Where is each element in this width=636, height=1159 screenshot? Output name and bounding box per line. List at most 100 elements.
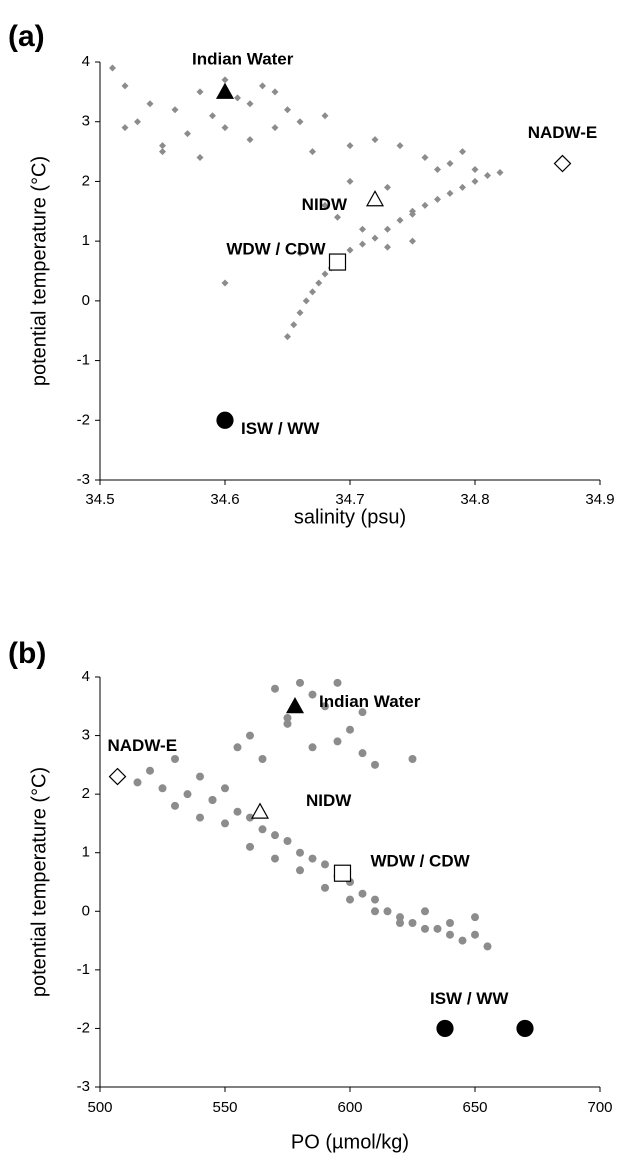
scatter-point xyxy=(121,124,129,132)
end-member-marker xyxy=(215,82,235,99)
scatter-point xyxy=(296,249,304,257)
end-member-marker xyxy=(553,154,572,173)
y-tick-label: 4 xyxy=(82,53,90,70)
scatter-point xyxy=(384,243,391,251)
scatter-point xyxy=(321,860,329,869)
scatter-point xyxy=(258,755,267,763)
scatter-point xyxy=(184,130,191,138)
x-tick-label: 34.6 xyxy=(210,491,239,508)
scatter-point xyxy=(290,321,298,329)
scatter-point xyxy=(371,895,379,904)
scatter-point xyxy=(421,201,429,209)
scatter-point xyxy=(359,240,366,248)
y-tick-label: 0 xyxy=(82,292,90,309)
end-member-label: Indian Water xyxy=(192,49,294,68)
scatter-point xyxy=(321,883,329,892)
scatter-point xyxy=(384,183,391,191)
scatter-point xyxy=(246,100,254,108)
scatter-point xyxy=(346,246,354,254)
y-tick-label: 3 xyxy=(82,113,90,130)
scatter-point xyxy=(296,848,304,857)
scatter-point xyxy=(296,309,304,317)
y-tick-label: -2 xyxy=(77,1019,90,1036)
scatter-point xyxy=(133,778,142,787)
scatter-point xyxy=(396,919,404,927)
scatter-point xyxy=(371,136,379,144)
scatter-point xyxy=(196,154,204,162)
x-tick-label: 34.9 xyxy=(585,491,614,508)
scatter-point xyxy=(496,168,504,176)
y-tick-label: 1 xyxy=(82,232,90,249)
scatter-point xyxy=(471,165,479,173)
scatter-point xyxy=(258,825,267,834)
scatter-point xyxy=(271,854,279,863)
scatter-point xyxy=(159,142,166,150)
y-tick-label: 2 xyxy=(82,172,90,189)
scatter-point xyxy=(321,702,329,711)
scatter-point xyxy=(246,136,254,144)
end-member-marker xyxy=(216,411,234,429)
y-axis-label: potential temperature (°C) xyxy=(28,767,50,997)
scatter-point xyxy=(283,837,292,845)
scatter-point xyxy=(271,831,279,840)
end-member-label: ISW / WW xyxy=(241,419,320,438)
scatter-point xyxy=(408,919,417,927)
x-tick-label: 600 xyxy=(337,1099,362,1116)
y-tick-label: 0 xyxy=(82,902,90,919)
scatter-point xyxy=(221,784,229,793)
x-tick-label: 700 xyxy=(587,1099,612,1116)
scatter-point xyxy=(421,907,429,916)
scatter-point xyxy=(434,165,441,173)
scatter-point xyxy=(158,784,167,793)
scatter-point xyxy=(346,142,354,150)
scatter-point xyxy=(446,160,454,168)
scatter-point xyxy=(159,148,166,156)
scatter-point xyxy=(296,678,304,687)
scatter-point xyxy=(484,171,491,179)
scatter-point xyxy=(409,237,416,245)
scatter-point xyxy=(459,148,466,156)
scatter-point xyxy=(396,216,404,224)
end-member-marker xyxy=(250,802,270,819)
scatter-point xyxy=(446,919,454,927)
scatter-point xyxy=(334,213,341,221)
scatter-point xyxy=(346,177,354,185)
scatter-point xyxy=(234,94,241,102)
scatter-point xyxy=(283,719,292,728)
scatter-point xyxy=(371,234,379,242)
scatter-point xyxy=(358,889,367,898)
scatter-point xyxy=(308,743,317,752)
scatter-point xyxy=(183,790,192,799)
end-member-label: Indian Water xyxy=(319,692,421,711)
scatter-point xyxy=(284,106,291,114)
scatter-point xyxy=(171,106,179,114)
scatter-point xyxy=(259,82,266,90)
y-tick-label: 4 xyxy=(82,668,90,685)
scatter-point xyxy=(321,112,329,120)
scatter-point xyxy=(109,64,116,72)
scatter-point xyxy=(434,195,441,203)
y-tick-label: -1 xyxy=(77,961,90,978)
scatter-point xyxy=(421,154,429,162)
scatter-point xyxy=(271,124,279,132)
scatter-point xyxy=(421,924,429,933)
scatter-point xyxy=(333,678,342,687)
x-tick-label: 650 xyxy=(462,1099,487,1116)
scatter-point xyxy=(483,942,492,951)
y-tick-label: -3 xyxy=(77,471,90,488)
scatter-point xyxy=(308,854,317,863)
scatter-point xyxy=(471,177,479,185)
end-member-marker xyxy=(328,253,347,271)
scatter-point xyxy=(146,100,154,108)
x-tick-label: 34.5 xyxy=(85,491,114,508)
scatter-point xyxy=(196,772,204,781)
scatter-point xyxy=(196,88,204,96)
scatter-point xyxy=(371,907,379,916)
y-tick-label: 3 xyxy=(82,727,90,744)
scatter-point xyxy=(315,279,323,287)
scatter-point xyxy=(321,201,329,209)
scatter-point xyxy=(446,189,454,197)
y-tick-label: 2 xyxy=(82,785,90,802)
scatter-point xyxy=(283,714,292,722)
